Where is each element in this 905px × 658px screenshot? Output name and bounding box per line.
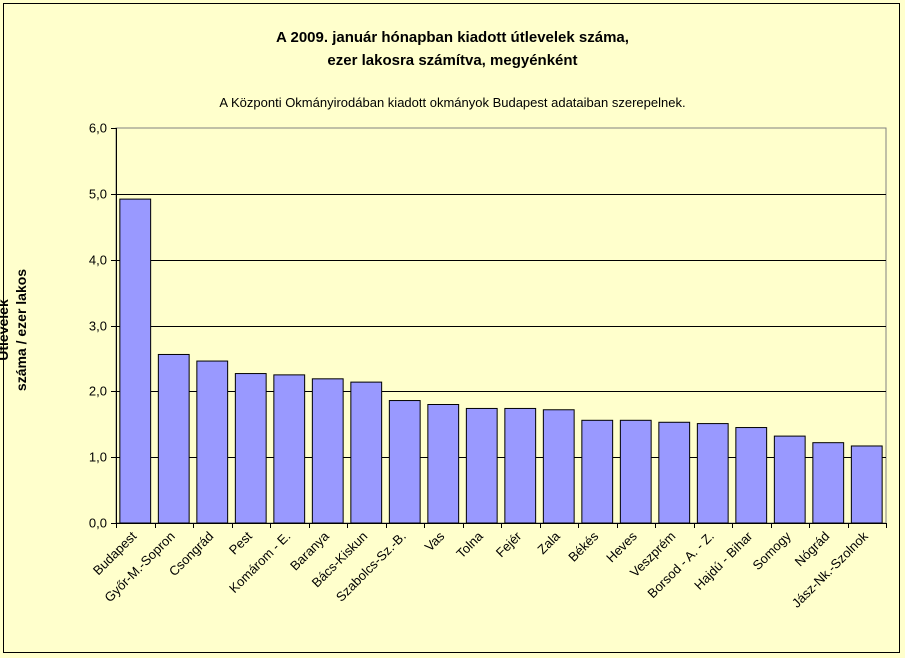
bar (696, 423, 729, 524)
x-tick-label: Vas (422, 528, 448, 554)
bar (311, 378, 344, 524)
bar (196, 360, 229, 524)
chart-title-line-1: A 2009. január hónapban kiadott útlevele… (276, 29, 629, 46)
y-tick-label: 2,0 (89, 384, 107, 399)
y-tick-label: 1,0 (89, 450, 107, 465)
x-tick-label: Borsod - A. - Z. (644, 529, 716, 601)
bar (427, 404, 460, 524)
chart-subtitle: A Központi Okmányirodában kiadott okmány… (219, 95, 686, 110)
bar (157, 353, 190, 524)
bar (234, 373, 267, 524)
bar (658, 421, 691, 524)
bar (735, 427, 768, 524)
bar (619, 419, 652, 524)
plot-area (115, 127, 887, 524)
x-tick-label: Tolna (453, 528, 486, 561)
bar (388, 400, 421, 524)
bar (773, 435, 806, 524)
bar (850, 445, 883, 524)
bar (273, 374, 306, 524)
y-tick-label: 5,0 (89, 187, 107, 202)
bar (119, 198, 152, 524)
bar (542, 409, 575, 524)
x-tick-label: Somogy (750, 528, 795, 573)
x-tick-label: Pest (226, 528, 255, 557)
x-tick-label: Zala (534, 528, 563, 557)
x-tick-label: Heves (603, 528, 640, 565)
chart-title-line-2: ezer lakosra számítva, megyénként (327, 52, 578, 69)
bar (350, 381, 383, 524)
y-tick-labels: 0,0 1,0 2,0 3,0 4,0 5,0 6,0 (89, 121, 107, 531)
x-tick-label: Szabolcs-Sz.-B. (333, 529, 409, 605)
x-tick-label: Fejér (493, 528, 525, 560)
y-tick-label: 4,0 (89, 253, 107, 268)
bar (504, 407, 537, 524)
y-tick-label: 6,0 (89, 121, 107, 136)
bar (465, 407, 498, 524)
bar (812, 442, 845, 524)
bar (581, 419, 614, 524)
y-tick-label: 0,0 (89, 516, 107, 531)
axes (111, 128, 887, 528)
x-tick-label: Békés (565, 528, 602, 565)
y-tick-label: 3,0 (89, 319, 107, 334)
